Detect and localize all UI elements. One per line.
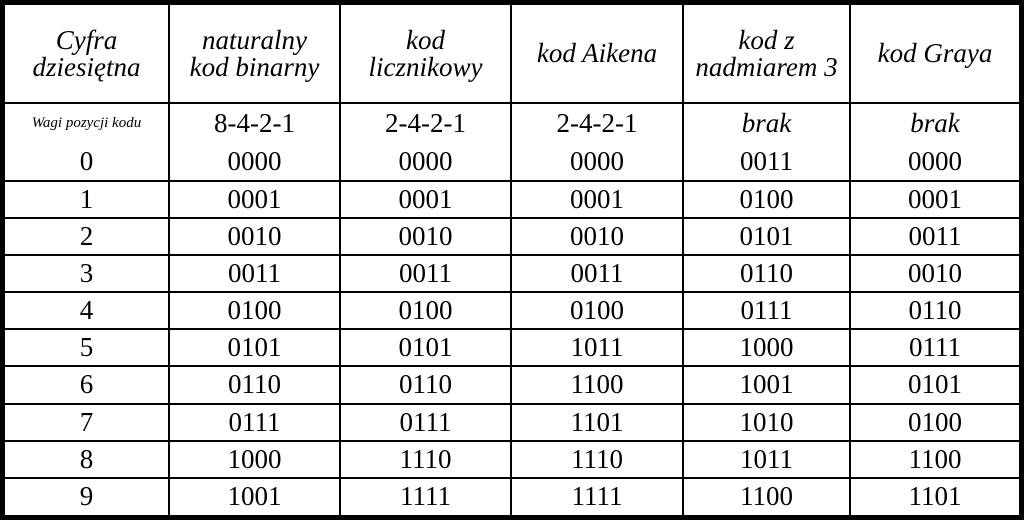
header-row: Cyfra dziesiętna naturalny kod binarny k…	[5, 5, 1019, 105]
cell-digit: 5	[5, 328, 170, 368]
table-row: 6 0110 0110 1100 1001 0101	[5, 365, 1019, 405]
table-row: 7 0111 0111 1101 1010 0100	[5, 402, 1019, 442]
cell-excess-3: 1100	[682, 476, 851, 515]
cell-digit: 6	[5, 365, 170, 405]
header-excess-3-code: kod z nadmiarem 3	[682, 5, 851, 105]
weight-natural-binary: 8-4-2-1	[168, 102, 341, 144]
cell-gray-code: 1101	[849, 476, 1019, 515]
cell-natural-binary: 0100	[168, 291, 341, 331]
weights-row: Wagi pozycji kodu 8-4-2-1 2-4-2-1 2-4-2-…	[5, 102, 1019, 144]
cell-aiken-code: 1011	[510, 328, 684, 368]
cell-counter-code: 0010	[339, 216, 512, 256]
cell-aiken-code: 1111	[510, 476, 684, 515]
cell-gray-code: 0110	[849, 291, 1019, 331]
cell-digit: 9	[5, 476, 170, 515]
cell-gray-code: 0111	[849, 328, 1019, 368]
cell-counter-code: 0001	[339, 179, 512, 219]
table-row: 5 0101 0101 1011 1000 0111	[5, 328, 1019, 368]
cell-excess-3: 0100	[682, 179, 851, 219]
table-row: 1 0001 0001 0001 0100 0001	[5, 179, 1019, 219]
data-rows: 0 0000 0000 0000 0011 0000 1 0001 0001 0001 0100 00…	[5, 143, 1019, 515]
weight-counter-code: 2-4-2-1	[339, 102, 512, 144]
weight-excess-3: brak	[682, 102, 851, 144]
header-counter-code-line-1: kod	[406, 24, 445, 55]
cell-excess-3: 0111	[682, 291, 851, 331]
cell-natural-binary: 0111	[168, 402, 341, 442]
cell-natural-binary: 0010	[168, 216, 341, 256]
cell-gray-code: 0000	[849, 143, 1019, 182]
header-decimal-digit: Cyfra dziesiętna	[5, 5, 170, 105]
table-row: 3 0011 0011 0011 0110 0010	[5, 253, 1019, 294]
cell-excess-3: 0101	[682, 216, 851, 256]
header-natural-binary-line-2: kod binarny	[189, 51, 320, 82]
header-counter-code-line-2: licznikowy	[368, 51, 483, 82]
cell-counter-code: 1110	[339, 439, 512, 479]
cell-natural-binary: 0000	[168, 143, 341, 182]
cell-excess-3: 1011	[682, 439, 851, 479]
header-excess-3-line-2: nadmiarem 3	[695, 51, 838, 82]
weight-aiken-code: 2-4-2-1	[510, 102, 684, 144]
table-row: 4 0100 0100 0100 0111 0110	[5, 291, 1019, 331]
table-row: 0 0000 0000 0000 0011 0000	[5, 143, 1019, 182]
header-aiken-code-line-1: kod Aikena	[536, 38, 658, 69]
header-natural-binary-line-1: naturalny	[202, 24, 307, 55]
header-counter-code: kod licznikowy	[339, 5, 512, 105]
cell-digit: 2	[5, 216, 170, 256]
cell-digit: 4	[5, 291, 170, 331]
table-row: 2 0010 0010 0010 0101 0011	[5, 216, 1019, 256]
cell-natural-binary: 0001	[168, 179, 341, 219]
cell-digit: 8	[5, 439, 170, 479]
header-natural-binary: naturalny kod binarny	[168, 5, 341, 105]
cell-excess-3: 1000	[682, 328, 851, 368]
cell-gray-code: 0100	[849, 402, 1019, 442]
table-row: 8 1000 1110 1110 1011 1100	[5, 439, 1019, 479]
cell-counter-code: 0101	[339, 328, 512, 368]
cell-aiken-code: 0001	[510, 179, 684, 219]
header-excess-3-line-1: kod z	[738, 24, 795, 55]
header-decimal-digit-line-2: dziesiętna	[32, 51, 141, 82]
table-row: 9 1001 1111 1111 1100 1101	[5, 476, 1019, 515]
header-gray-code: kod Graya	[849, 5, 1019, 105]
header-decimal-digit-line-1: Cyfra	[55, 24, 118, 55]
cell-counter-code: 1111	[339, 476, 512, 515]
cell-gray-code: 1100	[849, 439, 1019, 479]
cell-excess-3: 1001	[682, 365, 851, 405]
cell-aiken-code: 0000	[510, 143, 684, 182]
cell-excess-3: 0011	[682, 143, 851, 182]
cell-excess-3: 1010	[682, 402, 851, 442]
weights-label: Wagi pozycji kodu	[5, 102, 170, 144]
cell-aiken-code: 0010	[510, 216, 684, 256]
cell-gray-code: 0001	[849, 179, 1019, 219]
header-gray-code-line-1: kod Graya	[877, 38, 993, 69]
cell-natural-binary: 1000	[168, 439, 341, 479]
cell-counter-code: 0011	[339, 253, 512, 294]
cell-aiken-code: 1100	[510, 365, 684, 405]
cell-natural-binary: 0110	[168, 365, 341, 405]
cell-natural-binary: 1001	[168, 476, 341, 515]
cell-aiken-code: 1101	[510, 402, 684, 442]
cell-aiken-code: 1110	[510, 439, 684, 479]
cell-gray-code: 0011	[849, 216, 1019, 256]
decimal-codes-table: Cyfra dziesiętna naturalny kod binarny k…	[5, 5, 1019, 515]
cell-natural-binary: 0011	[168, 253, 341, 294]
cell-gray-code: 0101	[849, 365, 1019, 405]
cell-counter-code: 0110	[339, 365, 512, 405]
cell-aiken-code: 0100	[510, 291, 684, 331]
cell-counter-code: 0000	[339, 143, 512, 182]
cell-counter-code: 0111	[339, 402, 512, 442]
cell-excess-3: 0110	[682, 253, 851, 294]
cell-digit: 7	[5, 402, 170, 442]
weight-gray-code: brak	[849, 102, 1019, 144]
cell-natural-binary: 0101	[168, 328, 341, 368]
cell-aiken-code: 0011	[510, 253, 684, 294]
cell-counter-code: 0100	[339, 291, 512, 331]
cell-gray-code: 0010	[849, 253, 1019, 294]
cell-digit: 3	[5, 253, 170, 294]
header-aiken-code: kod Aikena	[510, 5, 684, 105]
cell-digit: 1	[5, 179, 170, 219]
cell-digit: 0	[5, 143, 170, 182]
